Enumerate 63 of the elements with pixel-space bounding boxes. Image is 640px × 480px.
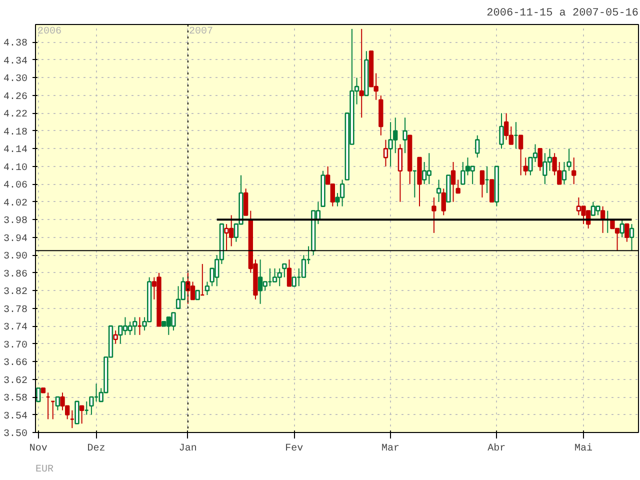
y-tick-label: 4.10 — [3, 162, 28, 174]
annotation: 2006 — [38, 26, 62, 38]
y-tick-label: 3.98 — [3, 216, 28, 228]
y-tick-label: 4.22 — [3, 110, 28, 121]
candlestick — [441, 188, 446, 216]
y-tick-label: 4.18 — [3, 127, 28, 138]
candlestick — [566, 148, 572, 172]
candlestick — [243, 188, 248, 216]
y-tick-label: 4.34 — [3, 56, 28, 68]
ref-line-label: 2007 — [188, 26, 213, 38]
y-tick-label: 3.82 — [3, 287, 28, 298]
candlestick — [499, 112, 504, 150]
y-tick-label: 3.70 — [3, 340, 28, 352]
candlestick — [79, 405, 84, 424]
y-tick-label: 3.54 — [3, 411, 28, 422]
candlestick — [204, 281, 210, 296]
x-tick-label: Abr — [488, 442, 506, 454]
y-tick-label: 4.14 — [3, 145, 28, 156]
y-tick-label: 3.78 — [3, 304, 28, 316]
candlestick — [398, 144, 403, 202]
y-tick-label: 4.38 — [3, 38, 28, 50]
y-tick-label: 3.94 — [3, 234, 28, 245]
candlestick — [572, 157, 576, 185]
candlestick — [402, 117, 408, 154]
y-tick-label: 3.86 — [3, 269, 28, 280]
candlestick — [624, 223, 630, 242]
x-tick-label: Dez — [87, 444, 106, 454]
candlestick — [36, 388, 41, 402]
candlestick — [301, 254, 306, 278]
y-tick-label: 3.50 — [3, 429, 28, 440]
x-tick-label: Jan — [178, 444, 197, 454]
x-tick-label: Nov — [29, 444, 48, 454]
candlestick — [562, 161, 567, 185]
y-tick-label: 4.02 — [3, 198, 28, 210]
candlestick — [629, 224, 634, 252]
candlestick — [89, 396, 94, 416]
text: EUR — [36, 464, 54, 476]
y-tick-label: 3.90 — [3, 252, 28, 263]
candlestick — [518, 134, 524, 176]
candlestick — [620, 219, 624, 238]
candlestick — [538, 148, 542, 172]
candlestick — [286, 259, 292, 287]
candlestick — [490, 179, 494, 203]
candlestick — [74, 400, 80, 424]
x-tick-label: Mai — [574, 442, 593, 454]
chart-subtitle: 2006-11-15 a 2007-05-16 — [486, 8, 639, 20]
y-tick-label: 4.06 — [3, 180, 28, 192]
y-tick-label: 3.58 — [3, 394, 28, 405]
y-tick-label: 3.62 — [3, 376, 28, 387]
candlestick — [436, 179, 442, 202]
y-tick-label: 3.74 — [3, 322, 28, 334]
y-tick-label: 4.30 — [3, 74, 28, 86]
candlestick — [523, 157, 528, 176]
y-tick-label: 3.66 — [3, 358, 28, 370]
x-tick-label: Fev — [285, 444, 304, 454]
x-tick-label: Mar — [382, 444, 400, 454]
candlestick — [432, 196, 436, 234]
candlestick — [475, 134, 480, 158]
candlestick — [55, 396, 60, 411]
candlestick — [480, 170, 485, 198]
candlestick — [282, 263, 287, 278]
candlestick — [359, 28, 364, 118]
y-tick-label: 4.26 — [3, 92, 28, 103]
